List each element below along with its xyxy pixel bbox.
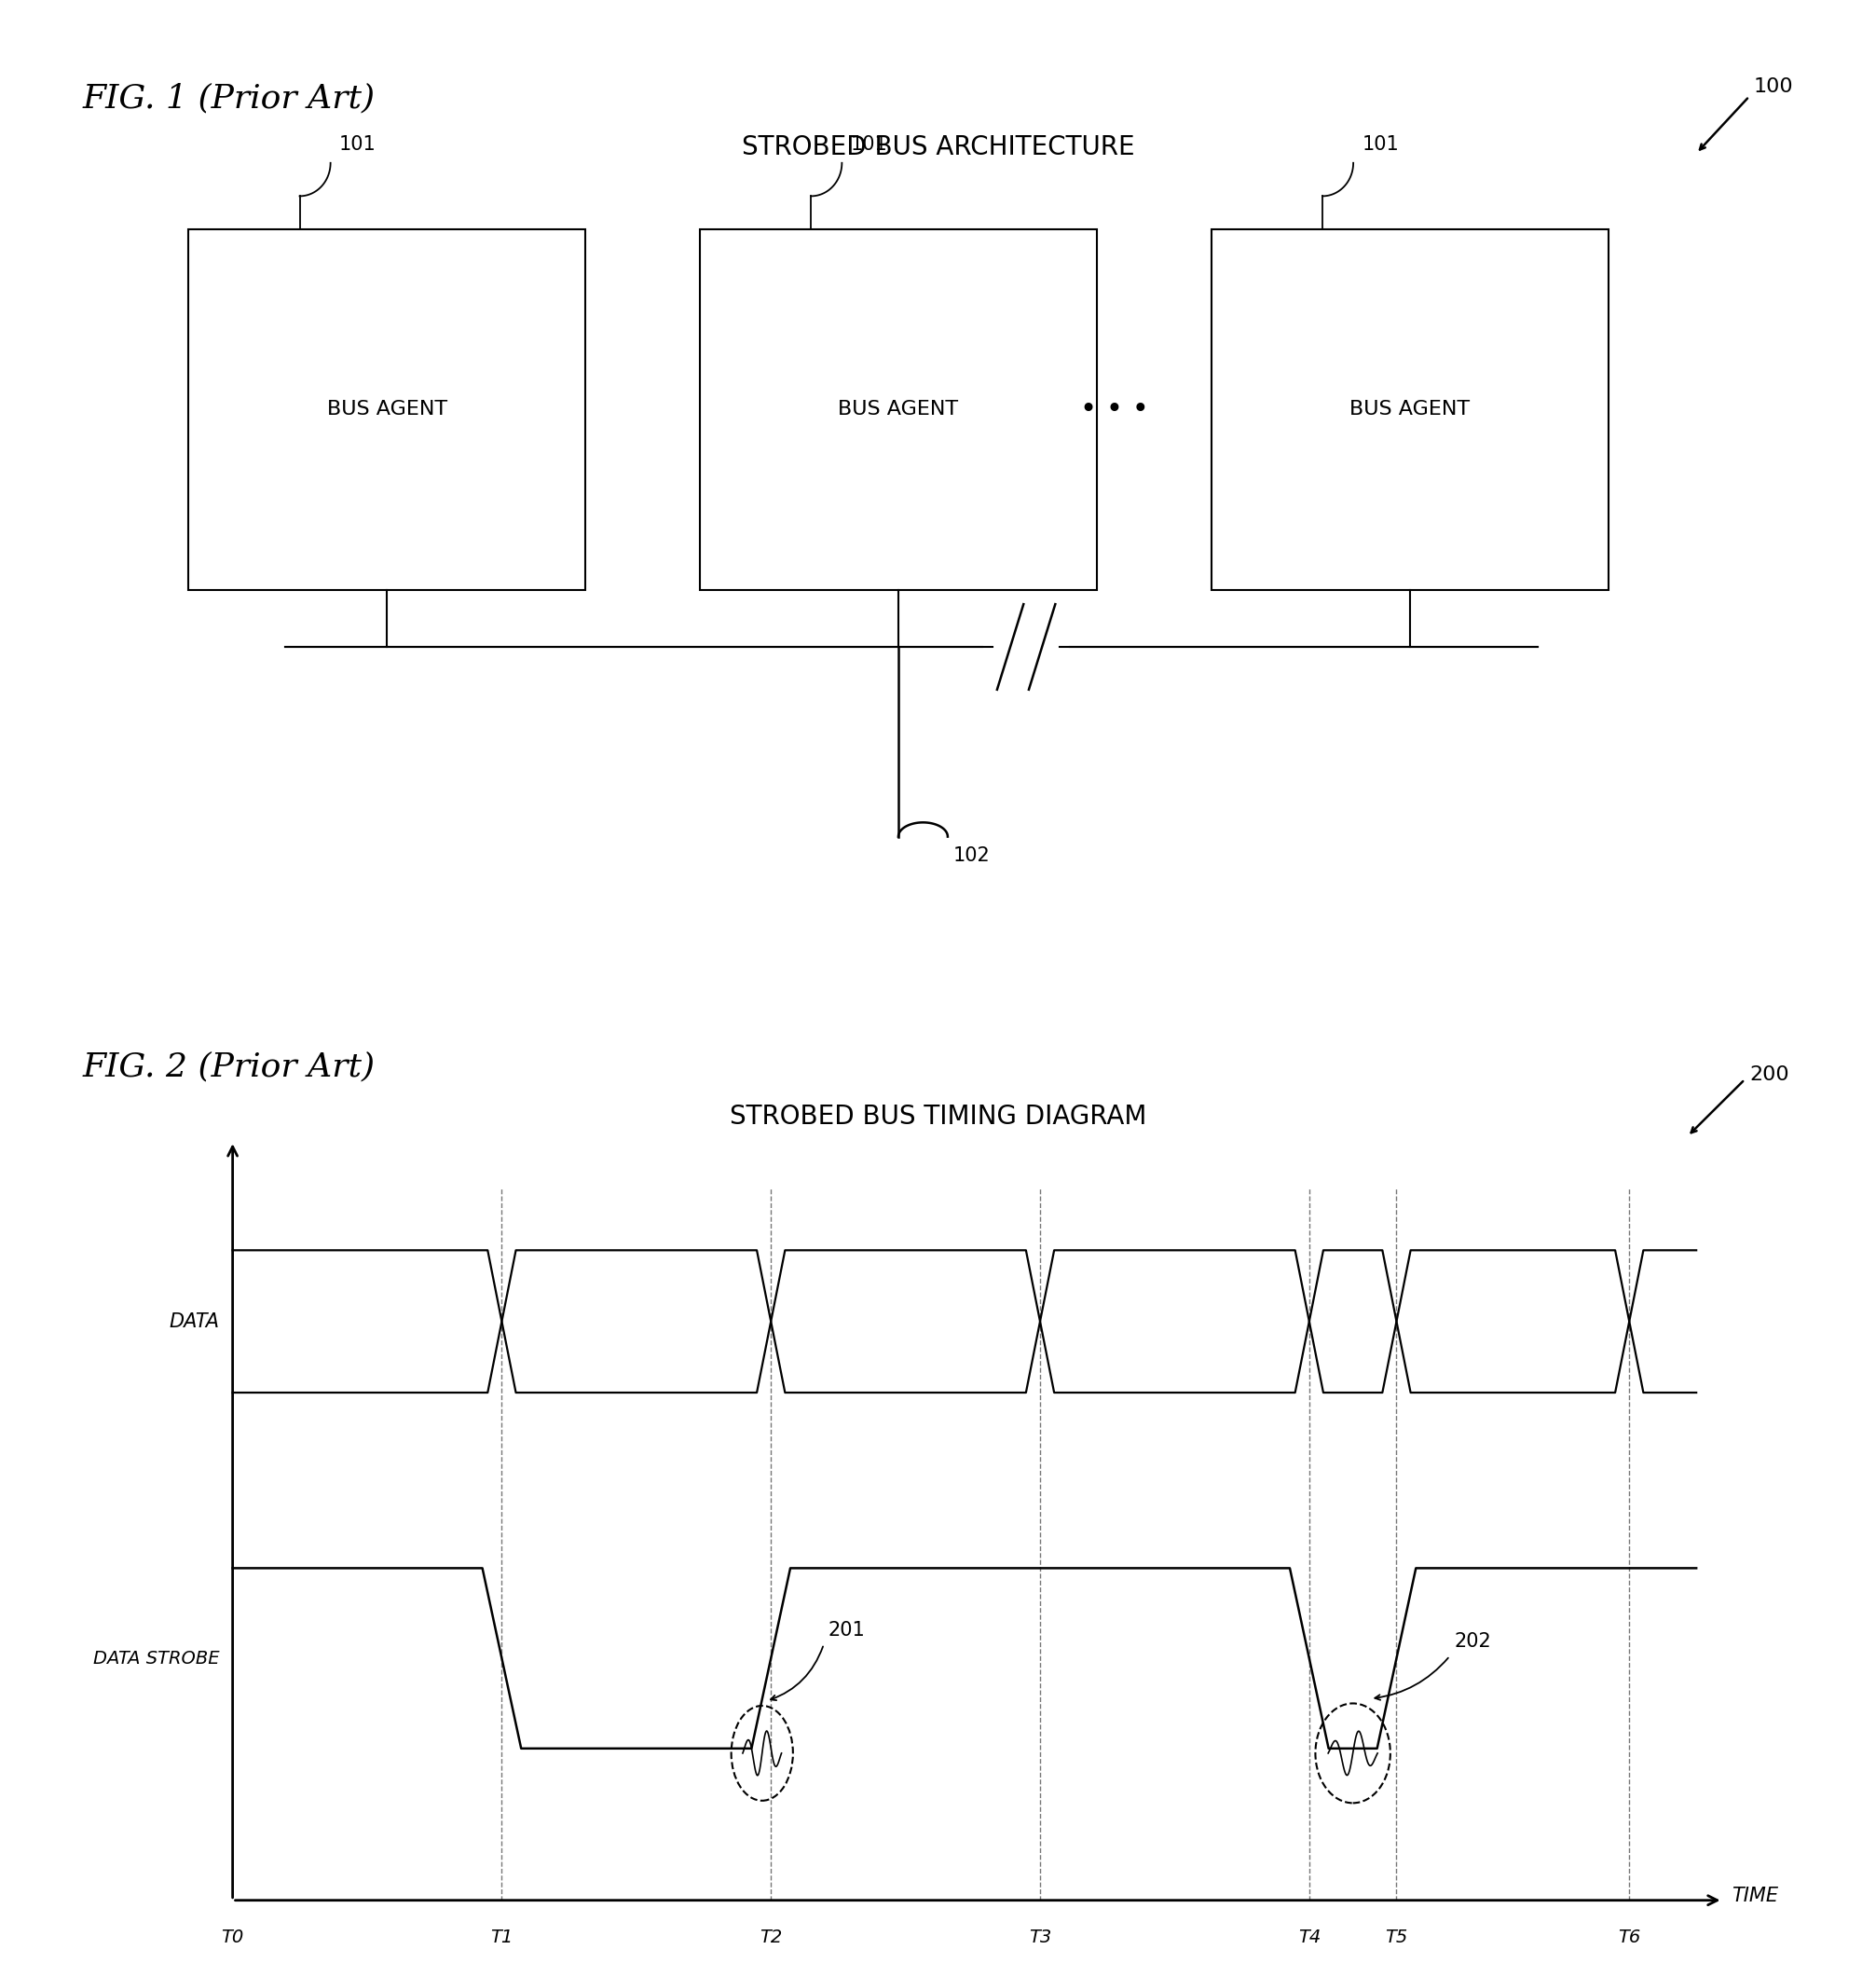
Text: • • •: • • • (1081, 395, 1148, 423)
Text: T6: T6 (1617, 1930, 1642, 1947)
Text: 101: 101 (340, 134, 377, 154)
Text: 201: 201 (827, 1621, 865, 1639)
Text: STROBED BUS TIMING DIAGRAM: STROBED BUS TIMING DIAGRAM (730, 1103, 1146, 1129)
Text: 102: 102 (953, 846, 991, 864)
Text: T1: T1 (490, 1930, 512, 1947)
Text: T2: T2 (760, 1930, 782, 1947)
Text: DATA: DATA (169, 1313, 219, 1331)
Text: FIG. 2 (Prior Art): FIG. 2 (Prior Art) (83, 1052, 375, 1083)
Text: T4: T4 (1298, 1930, 1321, 1947)
Text: TIME: TIME (1732, 1886, 1778, 1906)
Text: 100: 100 (1754, 77, 1793, 97)
Bar (700, 229, 1097, 589)
Text: 101: 101 (1362, 134, 1399, 154)
Bar (1212, 229, 1608, 589)
Text: FIG. 1 (Prior Art): FIG. 1 (Prior Art) (83, 83, 375, 115)
Text: BUS AGENT: BUS AGENT (839, 399, 959, 419)
Text: BUS AGENT: BUS AGENT (1349, 399, 1471, 419)
Text: DATA STROBE: DATA STROBE (94, 1649, 219, 1667)
Text: STROBED BUS ARCHITECTURE: STROBED BUS ARCHITECTURE (741, 134, 1135, 160)
Text: 202: 202 (1454, 1633, 1491, 1651)
Text: T3: T3 (1028, 1930, 1051, 1947)
Text: BUS AGENT: BUS AGENT (326, 399, 446, 419)
Text: T5: T5 (1384, 1930, 1407, 1947)
Bar (188, 229, 585, 589)
Text: 200: 200 (1748, 1066, 1790, 1083)
Text: T0: T0 (221, 1930, 244, 1947)
Text: 101: 101 (850, 134, 887, 154)
